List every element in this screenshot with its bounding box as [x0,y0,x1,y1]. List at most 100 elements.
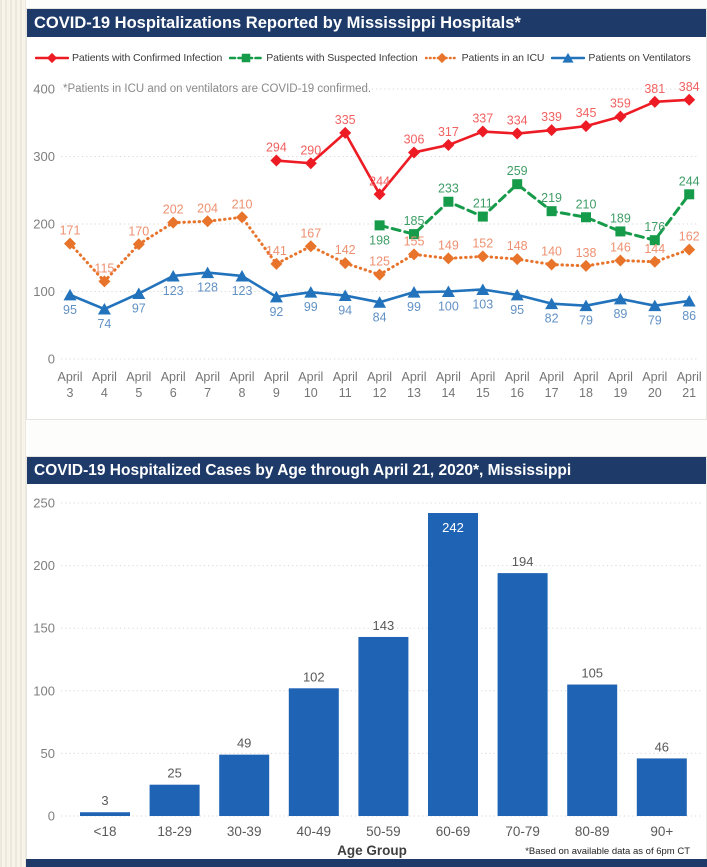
x-axis-tick-label: 60-69 [436,824,471,839]
diamond-marker-icon [46,52,58,64]
bar-value-label: 46 [655,739,669,754]
legend-label: Patients with Suspected Infection [266,52,418,64]
triangle-data-point-icon [235,269,249,282]
diamond-data-point-icon [683,93,696,106]
data-label: 97 [132,302,146,316]
x-axis-tick-label: April [505,370,530,384]
x-axis-tick-label: April [264,370,289,384]
data-label: 95 [510,303,524,317]
x-axis-tick-label: April [642,370,667,384]
x-axis-tick-label: 12 [373,386,387,400]
x-axis-tick-label: 80-89 [575,824,610,839]
y-axis-tick-label: 150 [33,621,55,636]
x-axis-tick-label: 18 [579,386,593,400]
data-label: 142 [335,243,356,257]
x-axis-tick-label: April [195,370,220,384]
diamond-data-point-icon [545,258,558,271]
diamond-data-point-icon [580,259,592,272]
diamond-data-point-icon [408,248,420,261]
x-axis-tick-label: 3 [67,386,74,400]
data-label: 125 [369,255,390,269]
data-label: 162 [679,230,700,244]
triangle-data-point-icon [476,283,490,295]
x-axis-tick-label: 90+ [650,824,673,839]
triangle-data-point-icon [373,296,387,308]
square-data-point-icon [649,235,660,246]
diamond-data-point-icon [408,146,420,159]
x-axis-tick-label: April [229,370,254,384]
x-axis-tick-label: 10 [304,386,318,400]
bar [149,784,200,816]
x-axis-tick-label: April [298,370,323,384]
y-axis-tick-label: 100 [33,284,55,299]
y-axis-tick-label: 100 [33,683,55,698]
square-data-point-icon [374,220,385,231]
diamond-data-point-icon [614,254,627,267]
x-axis-tick-label: April [57,370,82,384]
x-axis-tick-label: 18-29 [157,824,192,839]
square-data-point-icon [581,212,591,223]
diamond-data-point-icon [304,240,317,253]
diamond-data-point-icon [476,125,489,138]
x-axis-tick-label: 6 [170,386,177,400]
x-axis-tick-label: April [126,370,151,384]
data-label: 381 [644,82,665,96]
bar-value-label: 143 [373,618,395,633]
data-label: 148 [507,239,528,253]
data-label: 244 [369,174,390,188]
bar-value-label: 105 [581,666,603,681]
square-data-point-icon [684,189,695,200]
x-axis-tick-label: 40-49 [297,824,332,839]
hospitalizations-line-chart: 0 100 200 300 400 *Patients in ICU and on ven… [33,80,701,400]
triangle-data-point-icon [407,286,421,298]
x-axis-tick-label: 9 [273,386,280,400]
data-label: 171 [60,224,81,238]
data-label: 233 [438,182,459,196]
data-label: 155 [404,234,425,248]
square-data-point-icon [546,206,557,217]
data-label: 345 [576,106,597,120]
next-chart-titlebar-partial [26,859,707,867]
diamond-data-point-icon [64,237,76,250]
legend-label: Patients in an ICU [461,52,545,64]
data-label: 138 [576,246,597,260]
y-axis-tick-label: 250 [33,496,55,511]
diamond-data-point-icon [167,216,180,229]
square-data-point-icon [409,229,419,240]
diamond-data-point-icon [511,127,524,140]
data-label: 79 [648,314,662,328]
data-label: 79 [579,314,593,328]
x-axis-tick-label: April [161,370,186,384]
bar-value-label: 102 [303,669,325,684]
age-chart-panel: COVID-19 Hospitalized Cases by Age throu… [26,456,707,860]
y-axis-tick-label: 50 [41,746,55,761]
x-axis-tick-label: April [367,370,392,384]
bar-value-label: 3 [101,793,108,808]
diamond-data-point-icon [270,154,283,167]
legend-item: Patients in an ICU [424,51,545,65]
data-label: 89 [613,307,627,321]
bar-value-label: 242 [442,520,464,535]
data-label: 128 [197,281,218,295]
data-label: 84 [373,310,387,324]
legend-label: Patients with Confirmed Infection [72,52,223,64]
square-data-point-icon [443,196,454,207]
data-label: 317 [438,125,459,139]
diamond-data-point-icon [339,126,352,139]
diamond-data-point-icon [132,238,145,251]
diamond-data-point-icon [201,215,214,228]
triangle-data-point-icon [132,287,146,300]
triangle-data-point-icon [338,289,352,302]
triangle-data-point-icon [441,285,455,297]
data-label: 140 [541,245,562,259]
x-axis-tick-label: 30-39 [227,824,262,839]
data-label: 219 [541,191,562,205]
x-axis-tick-label: 70-79 [505,824,540,839]
age-bar-chart: 0 50 100 150 200 250 3 <18 25 18-29 49 30-39 102 40-4… [33,496,701,858]
bar [358,636,409,816]
x-axis-tick-label: April [92,370,117,384]
data-label: 141 [266,244,287,258]
triangle-data-point-icon [648,299,662,312]
data-label: 306 [404,132,425,146]
data-label: 94 [338,304,352,318]
